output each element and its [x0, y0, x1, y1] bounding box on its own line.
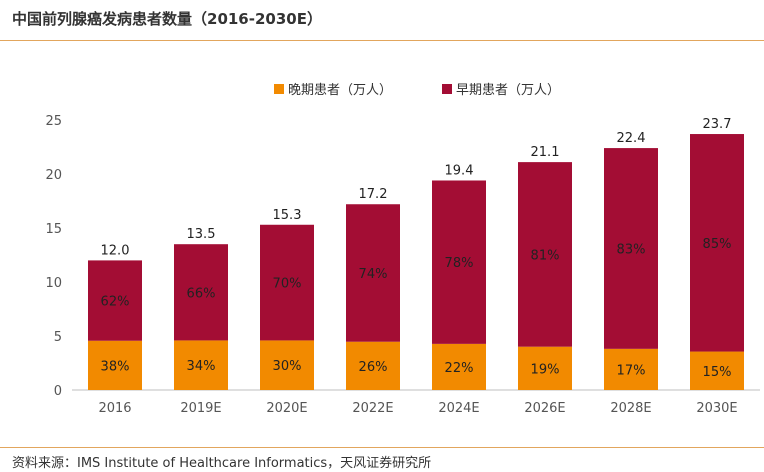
- bar-total-label: 23.7: [703, 117, 732, 132]
- bar-segment-early: [174, 244, 228, 341]
- bars: 38% 62% 12.0 2016 34% 66% 13.5 2019E 30% 70% 15.3 2…: [88, 117, 744, 416]
- x-tick-label: 2016: [98, 401, 131, 416]
- x-tick-label: 2030E: [696, 401, 737, 416]
- legend-label: 早期患者（万人）: [456, 83, 560, 98]
- y-tick-label: 0: [54, 384, 62, 399]
- segment-percent-label: 22%: [445, 361, 474, 376]
- bar-segment-late: [432, 343, 486, 390]
- segment-percent-label: 17%: [617, 363, 646, 378]
- bar-segment-early: [690, 134, 744, 352]
- x-tick-label: 2022E: [352, 401, 393, 416]
- bar-total-label: 19.4: [445, 163, 474, 178]
- bar-segment-early: [604, 148, 658, 349]
- bar-total-label: 21.1: [531, 145, 560, 160]
- segment-percent-label: 81%: [531, 248, 560, 263]
- x-tick-label: 2024E: [438, 401, 479, 416]
- bar-segment-late: [346, 341, 400, 390]
- bar-segment-late: [260, 340, 314, 390]
- segment-percent-label: 38%: [101, 359, 130, 374]
- x-tick-label: 2020E: [266, 401, 307, 416]
- y-tick-label: 25: [45, 114, 62, 129]
- source-divider: [0, 447, 764, 448]
- bar-total-label: 12.0: [101, 243, 130, 258]
- segment-percent-label: 78%: [445, 256, 474, 271]
- segment-percent-label: 66%: [187, 286, 216, 301]
- stacked-bar-chart: 晚期患者（万人） 早期患者（万人） 0 5 10 15 20 25 38% 62% 12.0 20…: [45, 83, 760, 416]
- bar-segment-late: [604, 348, 658, 390]
- x-tick-label: 2019E: [180, 401, 221, 416]
- segment-percent-label: 26%: [359, 360, 388, 375]
- y-tick-label: 5: [54, 330, 62, 345]
- bar-segment-late: [690, 351, 744, 390]
- x-tick-label: 2028E: [610, 401, 651, 416]
- segment-percent-label: 30%: [273, 359, 302, 374]
- title-divider: [0, 40, 764, 41]
- bar-segment-early: [518, 162, 572, 347]
- legend-label: 晚期患者（万人）: [288, 83, 392, 98]
- legend-swatch: [442, 84, 452, 94]
- y-tick-label: 15: [45, 222, 62, 237]
- segment-percent-label: 34%: [187, 359, 216, 374]
- legend: 晚期患者（万人） 早期患者（万人）: [274, 83, 560, 98]
- bar-total-label: 17.2: [359, 187, 388, 202]
- bar-segment-late: [88, 340, 142, 390]
- segment-percent-label: 15%: [703, 365, 732, 380]
- chart-title: 中国前列腺癌发病患者数量（2016-2030E）: [12, 10, 322, 28]
- segment-percent-label: 85%: [703, 237, 732, 252]
- bar-segment-early: [88, 260, 142, 341]
- bar-segment-early: [346, 204, 400, 342]
- source-note: 资料来源：IMS Institute of Healthcare Informa…: [12, 456, 432, 471]
- x-tick-label: 2026E: [524, 401, 565, 416]
- legend-swatch: [274, 84, 284, 94]
- segment-percent-label: 19%: [531, 362, 560, 377]
- bar-total-label: 22.4: [617, 131, 646, 146]
- bar-total-label: 15.3: [273, 208, 302, 223]
- bar-segment-late: [518, 346, 572, 390]
- bar-segment-early: [432, 180, 486, 344]
- bar-total-label: 13.5: [187, 227, 216, 242]
- y-tick-label: 20: [45, 168, 62, 183]
- segment-percent-label: 62%: [101, 295, 130, 310]
- segment-percent-label: 83%: [617, 242, 646, 257]
- segment-percent-label: 70%: [273, 277, 302, 292]
- bar-segment-late: [174, 340, 228, 390]
- bar-segment-early: [260, 224, 314, 341]
- segment-percent-label: 74%: [359, 267, 388, 282]
- y-tick-label: 10: [45, 276, 62, 291]
